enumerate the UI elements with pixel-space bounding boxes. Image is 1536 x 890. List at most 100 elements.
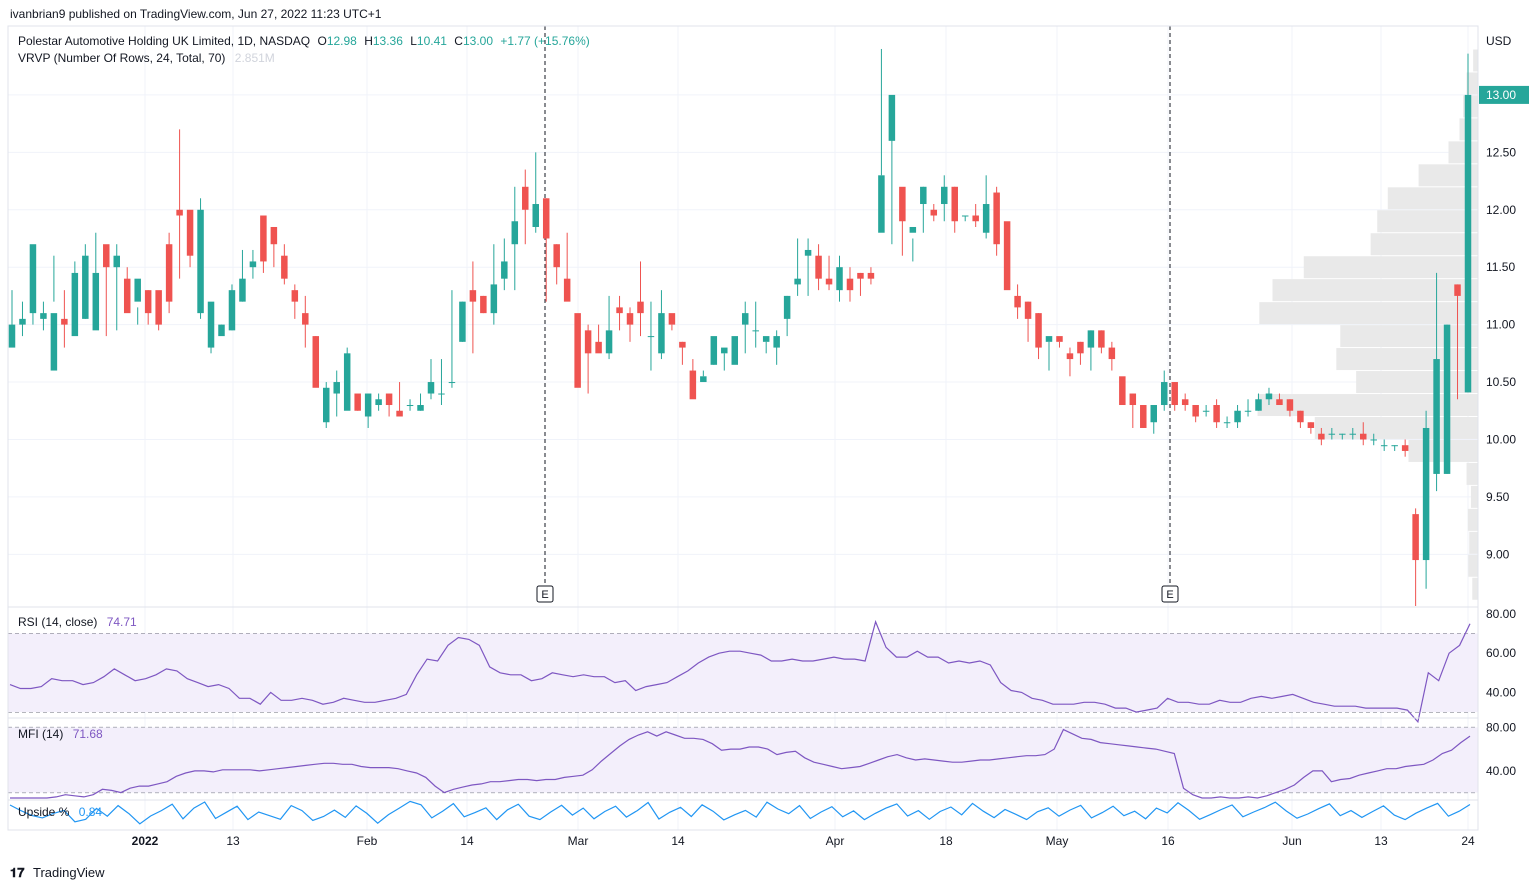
candle[interactable] [322, 382, 330, 428]
vrvp-legend[interactable]: VRVP (Number Of Rows, 24, Total, 70) 2.8… [18, 51, 275, 65]
tradingview-logo[interactable]: 𝟏𝟕 TradingView [10, 865, 105, 880]
time-axis[interactable]: 2022 13 Feb 14 Mar 14 Apr 18 May 16 Jun 13 24 [132, 834, 1475, 848]
candle[interactable] [239, 249, 246, 302]
candle[interactable] [899, 186, 906, 256]
candle[interactable] [207, 301, 215, 354]
candle[interactable] [909, 226, 917, 262]
candle[interactable] [165, 232, 173, 314]
candle[interactable] [1412, 508, 1419, 606]
candle[interactable] [1150, 405, 1158, 434]
earnings-badge[interactable] [536, 585, 554, 603]
candle[interactable] [1318, 427, 1325, 446]
candle[interactable] [1360, 422, 1367, 446]
candle[interactable] [605, 295, 613, 360]
candlestick-series[interactable] [8, 48, 1472, 606]
candle[interactable] [1339, 433, 1346, 440]
candle[interactable] [1454, 284, 1461, 400]
candle[interactable] [700, 370, 707, 383]
candle[interactable] [794, 238, 801, 296]
candle[interactable] [1045, 336, 1053, 371]
candle[interactable] [511, 186, 519, 291]
candle[interactable] [888, 94, 896, 245]
candle[interactable] [375, 393, 382, 411]
candle[interactable] [951, 186, 958, 233]
candle[interactable] [113, 244, 120, 331]
candle[interactable] [1328, 427, 1336, 440]
candle[interactable] [836, 255, 843, 302]
candle[interactable] [343, 347, 351, 411]
candle[interactable] [1160, 370, 1168, 411]
candle[interactable] [490, 244, 498, 325]
candle[interactable] [19, 301, 26, 337]
candle[interactable] [1192, 405, 1199, 423]
candle[interactable] [40, 301, 47, 331]
candle[interactable] [689, 359, 697, 400]
candle[interactable] [459, 301, 466, 342]
candle[interactable] [773, 330, 780, 365]
candle[interactable] [92, 232, 100, 331]
candle[interactable] [448, 290, 456, 388]
candle[interactable] [553, 244, 560, 285]
price-axis[interactable]: 13.00 12.50 12.00 11.50 11.00 10.50 10.00 9.50 9… [1479, 85, 1529, 778]
candle[interactable] [438, 359, 445, 406]
candle[interactable] [1422, 410, 1430, 589]
candle[interactable] [731, 330, 739, 365]
candle[interactable] [1223, 416, 1231, 428]
candle[interactable] [1003, 221, 1011, 291]
candle[interactable] [710, 336, 718, 365]
candle[interactable] [1129, 393, 1137, 428]
candle[interactable] [721, 347, 728, 371]
candle[interactable] [972, 204, 979, 227]
candle[interactable] [155, 290, 162, 331]
candle[interactable] [103, 244, 110, 337]
candle[interactable] [312, 336, 320, 388]
candle[interactable] [1077, 341, 1084, 365]
candle[interactable] [930, 204, 938, 222]
candle[interactable] [1140, 405, 1147, 428]
candle[interactable] [1401, 439, 1409, 457]
candle[interactable] [50, 255, 58, 371]
candle[interactable] [1307, 422, 1315, 434]
candle[interactable] [741, 301, 749, 354]
candle[interactable] [804, 238, 812, 296]
candle[interactable] [982, 175, 990, 239]
candle[interactable] [993, 186, 1000, 256]
candle[interactable] [1286, 399, 1294, 417]
candle[interactable] [857, 272, 864, 296]
candle[interactable] [1066, 347, 1074, 377]
candle[interactable] [333, 370, 340, 417]
candle[interactable] [29, 244, 37, 325]
candle[interactable] [961, 215, 969, 222]
candle[interactable] [406, 399, 414, 411]
candle[interactable] [427, 359, 435, 400]
candle[interactable] [8, 290, 16, 348]
candle[interactable] [71, 261, 79, 337]
candle[interactable] [1276, 393, 1283, 406]
candle[interactable] [878, 48, 885, 233]
candle[interactable] [1181, 393, 1189, 411]
candle[interactable] [1024, 301, 1032, 342]
candle[interactable] [364, 393, 372, 428]
candle[interactable] [1380, 439, 1388, 451]
candle[interactable] [1443, 324, 1451, 474]
candle[interactable] [1391, 445, 1398, 451]
candle[interactable] [260, 215, 267, 273]
candle[interactable] [563, 232, 571, 302]
candle[interactable] [270, 226, 278, 268]
candle[interactable] [82, 244, 89, 319]
candle[interactable] [920, 186, 927, 233]
candle[interactable] [595, 324, 602, 354]
candle[interactable] [1056, 336, 1063, 348]
candle[interactable] [762, 336, 770, 354]
candle[interactable] [1244, 399, 1252, 417]
candle[interactable] [1108, 341, 1116, 371]
candle[interactable] [281, 244, 288, 285]
candle[interactable] [867, 267, 875, 285]
candle[interactable] [626, 307, 634, 342]
candle[interactable] [941, 175, 948, 222]
candle[interactable] [532, 152, 539, 233]
candle[interactable] [825, 255, 833, 291]
candle[interactable] [783, 295, 791, 337]
mfi-legend[interactable]: MFI (14) 71.68 [18, 727, 103, 741]
